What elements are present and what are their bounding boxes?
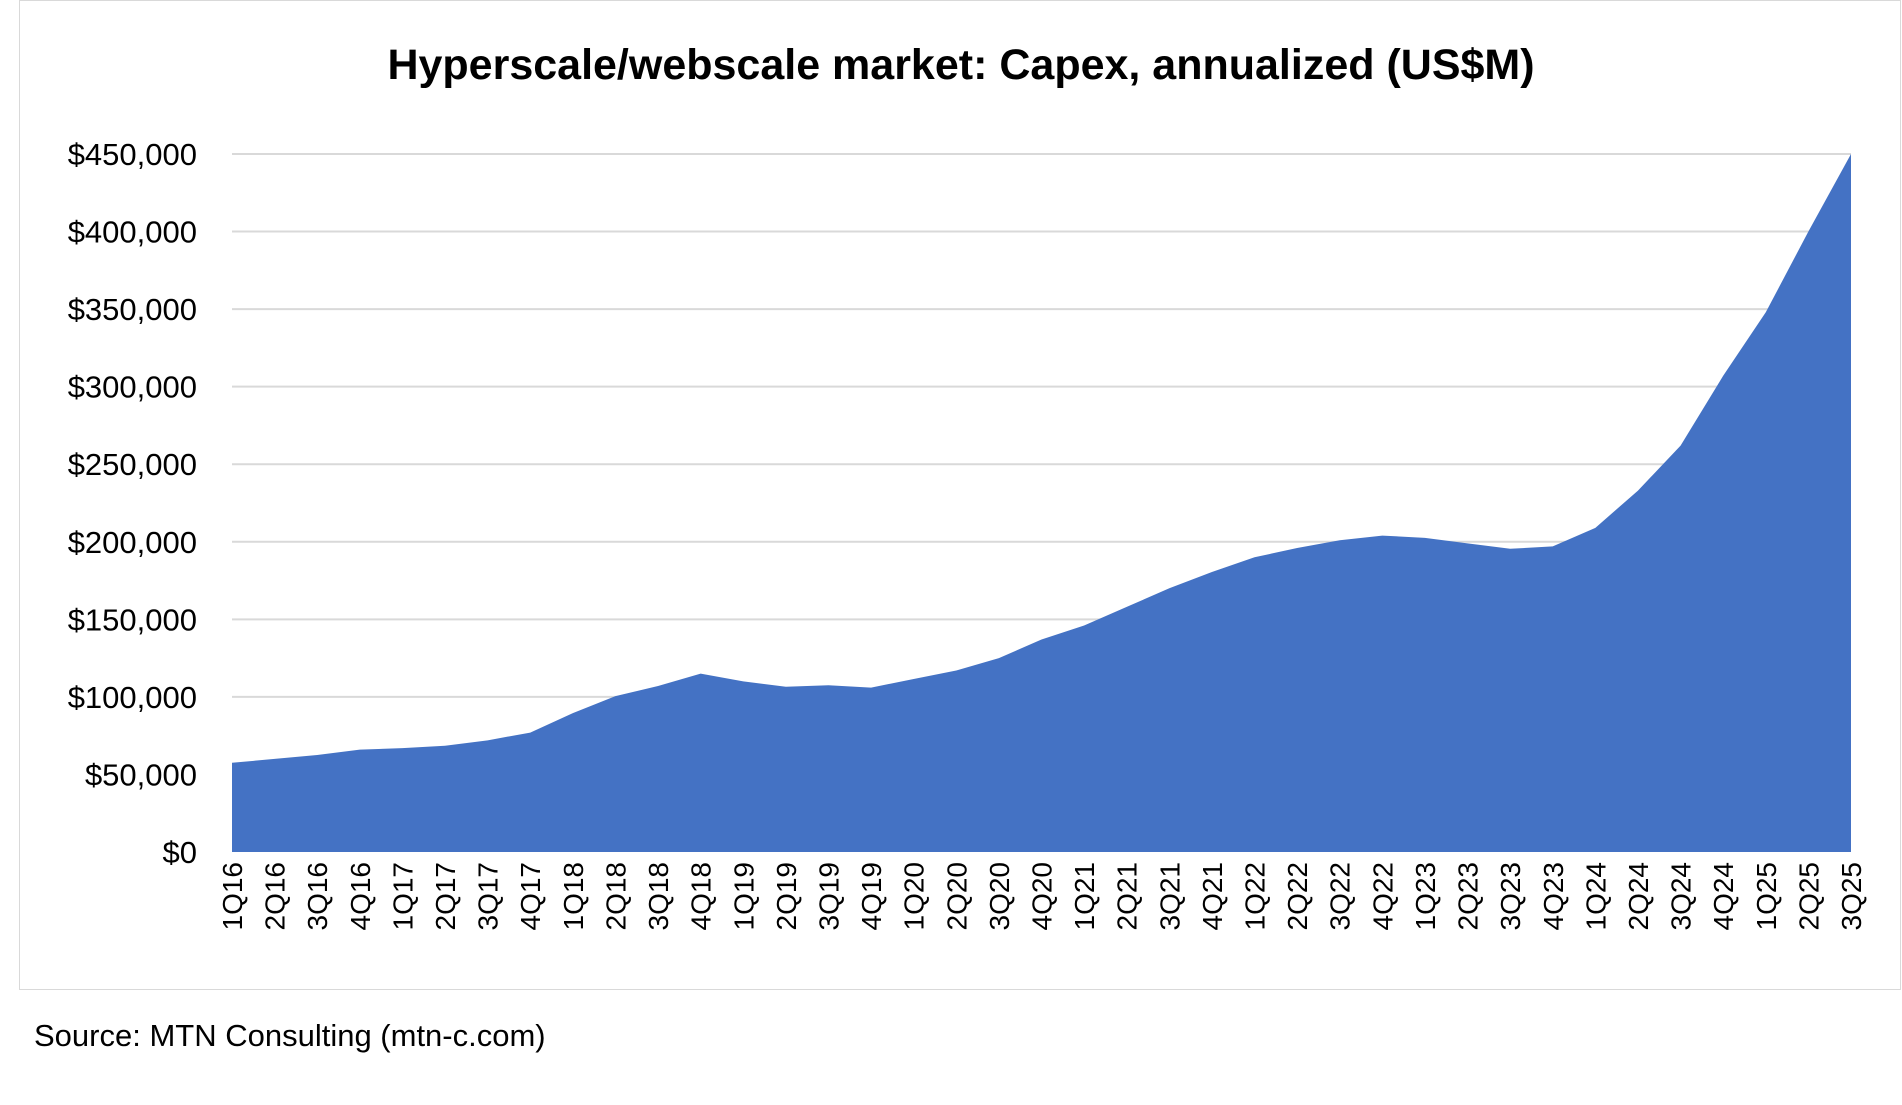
y-tick-label: $150,000 [68, 602, 197, 637]
x-tick-label: 3Q20 [984, 862, 1015, 931]
x-tick-label: 1Q24 [1580, 862, 1611, 931]
area-fill [232, 154, 1851, 852]
y-tick-label: $300,000 [68, 370, 197, 405]
y-tick-label: $400,000 [68, 215, 197, 250]
x-tick-label: 2Q19 [771, 862, 802, 931]
x-axis: 1Q16 2Q16 3Q16 4Q16 1Q17 2Q17 3Q17 4Q17 1Q18 2Q18… [217, 862, 1867, 931]
x-tick-label: 1Q17 [387, 862, 418, 931]
x-tick-label: 4Q18 [686, 862, 717, 931]
x-tick-label: 3Q21 [1154, 862, 1185, 931]
x-tick-label: 1Q25 [1751, 862, 1782, 931]
x-tick-label: 1Q21 [1069, 862, 1100, 931]
x-tick-label: 3Q17 [473, 862, 504, 931]
area-chart: Hyperscale/webscale market: Capex, annua… [68, 41, 1867, 931]
x-tick-label: 1Q22 [1240, 862, 1271, 931]
x-tick-label: 1Q18 [558, 862, 589, 931]
x-tick-label: 2Q24 [1623, 862, 1654, 931]
x-tick-label: 2Q22 [1282, 862, 1313, 931]
y-tick-label: $100,000 [68, 680, 197, 715]
y-tick-label: $50,000 [85, 757, 197, 792]
y-axis: $0 $50,000 $100,000 $150,000 $200,000 $250,00… [68, 137, 197, 870]
y-tick-label: $450,000 [68, 137, 197, 172]
x-tick-label: 3Q16 [302, 862, 333, 931]
x-tick-label: 4Q23 [1538, 862, 1569, 931]
x-tick-label: 3Q25 [1836, 862, 1867, 931]
x-tick-label: 4Q19 [856, 862, 887, 931]
x-tick-label: 4Q20 [1027, 862, 1058, 931]
x-tick-label: 1Q23 [1410, 862, 1441, 931]
x-tick-label: 1Q16 [217, 862, 248, 931]
chart-title: Hyperscale/webscale market: Capex, annua… [387, 41, 1534, 89]
x-tick-label: 4Q22 [1367, 862, 1398, 931]
x-tick-label: 3Q23 [1495, 862, 1526, 931]
x-tick-label: 4Q21 [1197, 862, 1228, 931]
x-tick-label: 2Q23 [1453, 862, 1484, 931]
area-series [232, 154, 1851, 852]
x-tick-label: 3Q18 [643, 862, 674, 931]
x-tick-label: 2Q18 [600, 862, 631, 931]
x-tick-label: 2Q16 [260, 862, 291, 931]
chart-frame: Hyperscale/webscale market: Capex, annua… [19, 0, 1901, 990]
x-tick-label: 1Q20 [899, 862, 930, 931]
x-tick-label: 3Q22 [1325, 862, 1356, 931]
source-note: Source: MTN Consulting (mtn-c.com) [34, 1018, 546, 1053]
y-tick-label: $200,000 [68, 525, 197, 560]
x-tick-label: 4Q17 [515, 862, 546, 931]
x-tick-label: 3Q19 [813, 862, 844, 931]
x-tick-label: 2Q20 [941, 862, 972, 931]
y-tick-label: $250,000 [68, 447, 197, 482]
y-tick-label: $350,000 [68, 292, 197, 327]
x-tick-label: 2Q17 [430, 862, 461, 931]
x-tick-label: 4Q24 [1708, 862, 1739, 931]
x-tick-label: 4Q16 [345, 862, 376, 931]
x-tick-label: 2Q21 [1112, 862, 1143, 931]
x-tick-label: 3Q24 [1666, 862, 1697, 931]
x-tick-label: 2Q25 [1793, 862, 1824, 931]
gridlines [232, 153, 1851, 776]
y-tick-label: $0 [163, 835, 197, 870]
x-tick-label: 1Q19 [728, 862, 759, 931]
